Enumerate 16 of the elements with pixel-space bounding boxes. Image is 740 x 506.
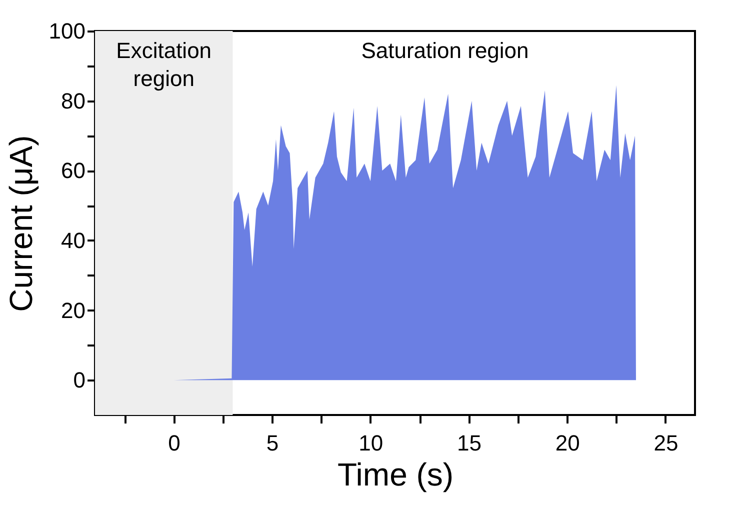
y-tick-label: 100 bbox=[48, 18, 86, 44]
annotation: Saturation region bbox=[361, 38, 529, 63]
y-tick-label: 40 bbox=[61, 228, 86, 253]
y-tick-label: 80 bbox=[61, 88, 86, 114]
x-tick-label: 15 bbox=[457, 430, 482, 456]
x-tick-label: 25 bbox=[654, 430, 678, 456]
band-label: Excitation region bbox=[116, 38, 212, 91]
y-axis-title: Current (μA) bbox=[2, 135, 39, 312]
y-tick-label: 20 bbox=[61, 298, 86, 323]
x-axis-title: Time (s) bbox=[337, 456, 454, 492]
x-tick-label: 5 bbox=[266, 430, 279, 456]
y-tick-label: 0 bbox=[73, 368, 86, 393]
y-tick-label: 60 bbox=[61, 158, 86, 184]
x-tick-label: 0 bbox=[168, 430, 180, 456]
x-tick-label: 20 bbox=[555, 430, 580, 456]
x-tick-label: 10 bbox=[358, 430, 384, 456]
